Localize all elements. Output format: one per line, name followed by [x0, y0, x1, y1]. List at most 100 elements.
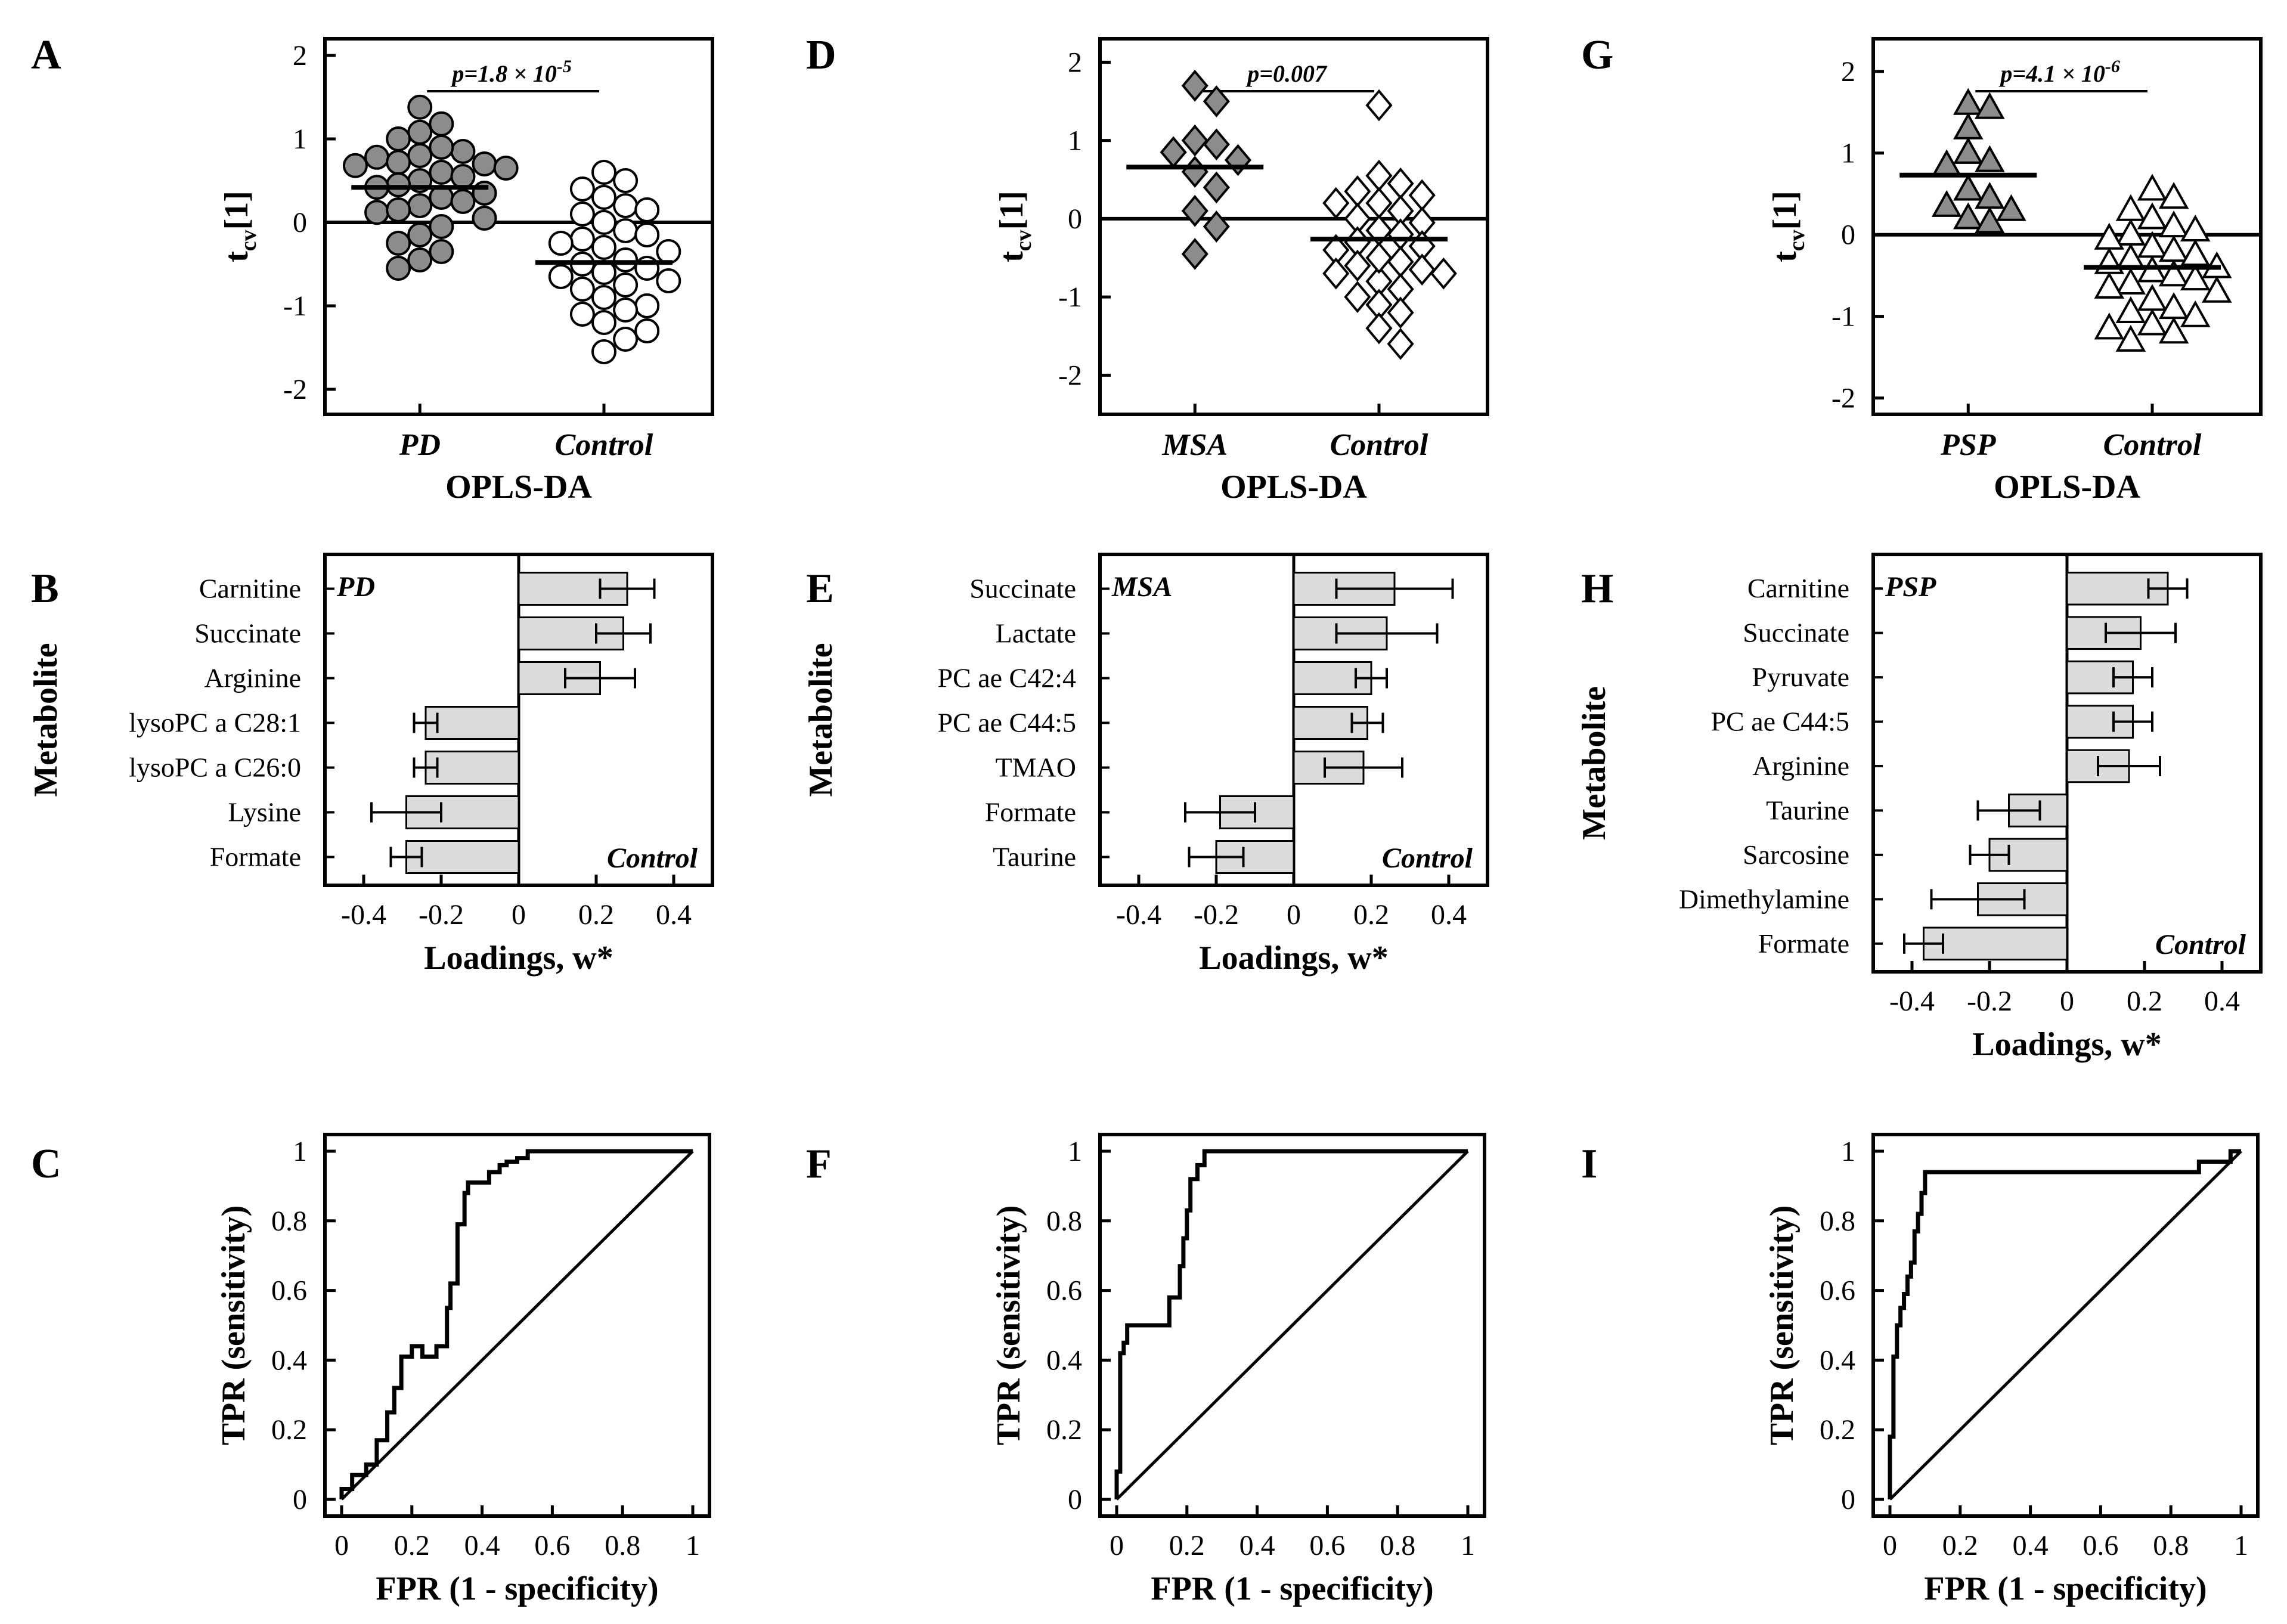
data-point	[1996, 194, 2026, 221]
x-axis-title: OPLS-DA	[1220, 469, 1367, 506]
data-point	[342, 153, 368, 178]
data-point	[1365, 241, 1393, 274]
metabolite-label: Carnitine	[199, 574, 301, 604]
y-tick-label: 0.6	[1046, 1275, 1082, 1307]
y-tick-label: -1	[1832, 301, 1855, 333]
data-point	[1344, 281, 1371, 313]
y-tick-label: 0.4	[1046, 1344, 1082, 1376]
roc-panel-C: C 0 0.2 0.4 0.6 0.8 1 0 0.2 0.4 0.6 0.8 1 FPR (1 - sp…	[31, 1133, 711, 1607]
data-point	[407, 193, 433, 218]
data-point	[548, 264, 574, 289]
x-tick-label: 0.4	[2013, 1530, 2049, 1561]
panel-label: D	[806, 32, 836, 78]
data-point	[2180, 264, 2211, 291]
metabolite-label: Arginine	[204, 663, 301, 693]
data-point	[1953, 137, 1984, 164]
y-tick-label: 0	[293, 207, 307, 238]
data-point	[1344, 249, 1371, 282]
data-point	[1344, 175, 1371, 207]
data-point	[429, 160, 454, 185]
y-tick-label: 2	[1841, 56, 1855, 88]
data-point	[1203, 171, 1230, 204]
x-category-label: Control	[1330, 428, 1428, 462]
x-tick-label: -0.2	[1194, 899, 1239, 931]
scatter-panel-D: D -2 -1 0 1 2 MSA Control OPLS-DA tcv[1] p=0.007	[806, 32, 1489, 506]
x-tick-label: 0.8	[2153, 1530, 2189, 1561]
y-tick-label: -1	[1058, 281, 1082, 313]
x-tick-label: 0	[334, 1530, 349, 1561]
metabolite-label: Lactate	[996, 618, 1076, 649]
data-point	[2158, 182, 2189, 209]
y-tick-label: 0.4	[271, 1344, 307, 1376]
data-point	[472, 151, 497, 176]
data-point	[1322, 257, 1350, 290]
data-point	[1181, 156, 1208, 188]
p-value-label: p=0.007	[1245, 60, 1328, 87]
data-point	[407, 143, 433, 168]
data-point	[450, 139, 476, 164]
scatter-panel-A: A -2 -1 0 1 2 PD Control OPLS-DA tcv[1] p=1.8 × 10…	[31, 32, 714, 506]
data-point	[407, 247, 433, 272]
data-point	[1203, 128, 1230, 161]
y-tick-label: 0.6	[271, 1275, 307, 1307]
data-point	[1365, 187, 1393, 219]
data-point	[613, 272, 639, 297]
chance-diagonal	[340, 1150, 694, 1501]
data-point	[386, 150, 411, 175]
y-tick-label: -1	[283, 290, 307, 322]
data-point	[450, 164, 476, 189]
metabolite-label: Carnitine	[1747, 573, 1849, 603]
y-axis-title: tcv[1]	[218, 191, 261, 262]
plot-frame	[1871, 37, 2263, 416]
data-point	[386, 126, 411, 151]
y-tick-label: 0	[1068, 203, 1082, 235]
data-point	[656, 268, 681, 293]
x-tick-label: 0.4	[464, 1530, 500, 1561]
x-tick-label: 0.2	[2127, 985, 2162, 1017]
x-category-label: Control	[555, 428, 653, 462]
y-tick-label: 0.8	[1820, 1205, 1855, 1237]
data-point	[569, 277, 595, 302]
data-point	[2158, 317, 2189, 344]
x-tick-label: 0.2	[1353, 899, 1389, 931]
y-axis-title: TPR (sensitivity)	[1764, 1205, 1801, 1446]
x-axis-title: FPR (1 - specificity)	[1151, 1570, 1433, 1607]
data-point	[1203, 85, 1230, 117]
data-point	[569, 202, 595, 227]
x-tick-label: 0.6	[2083, 1530, 2118, 1561]
y-tick-label: 1	[1841, 138, 1855, 169]
data-point	[2137, 308, 2168, 336]
data-point	[591, 310, 616, 335]
plot-frame	[323, 1133, 711, 1518]
x-tick-label: 0.2	[1942, 1530, 1978, 1561]
data-point	[1181, 194, 1208, 227]
data-point	[1975, 145, 2005, 172]
x-tick-label: 0.2	[578, 899, 614, 931]
data-point	[2180, 239, 2211, 266]
data-point	[1387, 246, 1414, 278]
data-point	[569, 227, 595, 252]
metabolite-label: PC ae C42:4	[937, 663, 1076, 693]
data-point	[569, 176, 595, 202]
metabolite-label: Succinate	[1743, 618, 1849, 648]
x-axis-title: FPR (1 - specificity)	[376, 1570, 658, 1607]
data-point	[613, 218, 639, 243]
panel-label: B	[31, 566, 59, 612]
data-point	[1975, 206, 2005, 234]
y-tick-label: 0.2	[1820, 1414, 1855, 1446]
data-point	[1387, 218, 1414, 250]
y-axis-title: TPR (sensitivity)	[990, 1205, 1027, 1446]
data-point	[1181, 238, 1208, 270]
metabolite-label: Dimethylamine	[1679, 884, 1849, 914]
data-point	[1365, 89, 1393, 122]
p-value-label: p=4.1 × 10-6	[1998, 57, 2120, 87]
y-tick-label: 2	[293, 40, 307, 72]
y-axis-title: Metabolite	[1576, 686, 1613, 840]
y-tick-label: 0	[1841, 219, 1855, 251]
data-point	[364, 200, 390, 225]
data-point	[2202, 275, 2232, 303]
metabolite-label: Pyruvate	[1752, 662, 1849, 692]
data-point	[1975, 92, 2005, 119]
data-point	[591, 339, 616, 364]
